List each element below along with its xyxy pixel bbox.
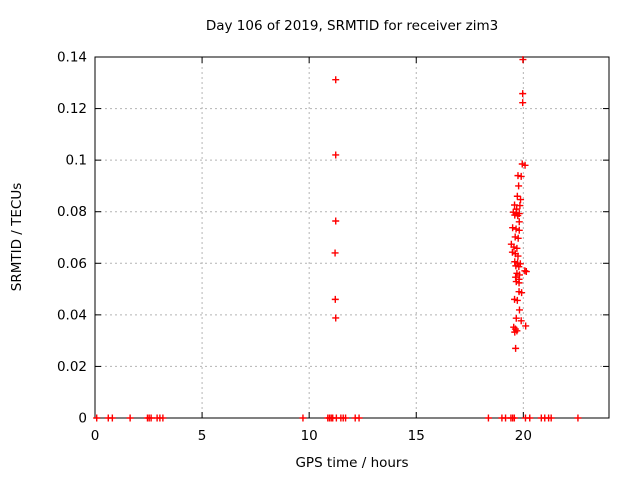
data-point-marker (522, 268, 530, 276)
data-point-marker (513, 192, 521, 200)
data-point-marker (521, 267, 529, 275)
data-point-marker (332, 76, 340, 84)
data-point-marker (519, 99, 527, 107)
data-point-marker (547, 414, 555, 422)
data-point-marker (332, 151, 340, 159)
data-point-marker (484, 414, 492, 422)
data-point-marker (519, 90, 527, 98)
y-tick-label: 0.14 (57, 50, 87, 66)
data-point-marker (517, 317, 525, 325)
data-point-marker (513, 244, 521, 252)
data-point-marker (515, 306, 523, 314)
data-point-marker (342, 414, 350, 422)
data-point-marker (574, 414, 582, 422)
x-tick-label: 10 (301, 428, 318, 444)
data-point-marker (517, 172, 525, 180)
y-tick-label: 0.04 (57, 307, 87, 323)
data-point-marker (509, 224, 517, 232)
data-point-marker (126, 414, 134, 422)
data-point-marker (515, 263, 523, 271)
data-point-marker (514, 212, 522, 220)
data-point-marker (515, 226, 523, 234)
x-axis-label: GPS time / hours (295, 455, 409, 471)
data-point-marker (147, 414, 155, 422)
data-point-marker (331, 295, 339, 303)
data-point-marker (521, 161, 529, 169)
data-point-marker (515, 218, 523, 226)
data-point-marker (515, 279, 523, 287)
x-tick-label: 5 (198, 428, 207, 444)
data-point-marker (512, 225, 520, 233)
data-point-marker (526, 414, 534, 422)
data-point-marker (513, 296, 521, 304)
y-tick-label: 0.1 (66, 153, 87, 169)
chart-title: Day 106 of 2019, SRMTID for receiver zim… (205, 18, 499, 34)
data-point-marker (299, 414, 307, 422)
data-point-marker (515, 182, 523, 190)
data-point-marker (522, 322, 530, 330)
data-point-marker (332, 217, 340, 225)
x-tick-label: 20 (515, 428, 532, 444)
data-point-marker (511, 328, 519, 336)
y-tick-label: 0 (78, 411, 87, 427)
data-point-marker (514, 252, 522, 260)
x-tick-label: 0 (91, 428, 100, 444)
data-point-marker (518, 289, 526, 297)
y-tick-label: 0.02 (57, 359, 87, 375)
x-tick-label: 15 (408, 428, 425, 444)
data-point-marker (514, 172, 522, 180)
y-tick-label: 0.12 (57, 101, 87, 117)
data-point-marker (517, 196, 525, 204)
data-point-marker (159, 414, 167, 422)
data-point-marker (519, 56, 527, 64)
y-tick-label: 0.08 (57, 204, 87, 220)
y-tick-label: 0.06 (57, 256, 87, 272)
data-point-marker (512, 314, 520, 322)
data-point-marker (510, 414, 518, 422)
data-point-marker (355, 414, 363, 422)
plot-border (94, 56, 610, 419)
data-point-marker (512, 344, 520, 352)
data-point-marker (516, 202, 524, 210)
data-point-marker (93, 414, 101, 422)
data-point-marker (331, 249, 339, 257)
data-point-marker (514, 234, 522, 242)
data-point-marker (108, 414, 116, 422)
data-point-marker (332, 314, 340, 322)
